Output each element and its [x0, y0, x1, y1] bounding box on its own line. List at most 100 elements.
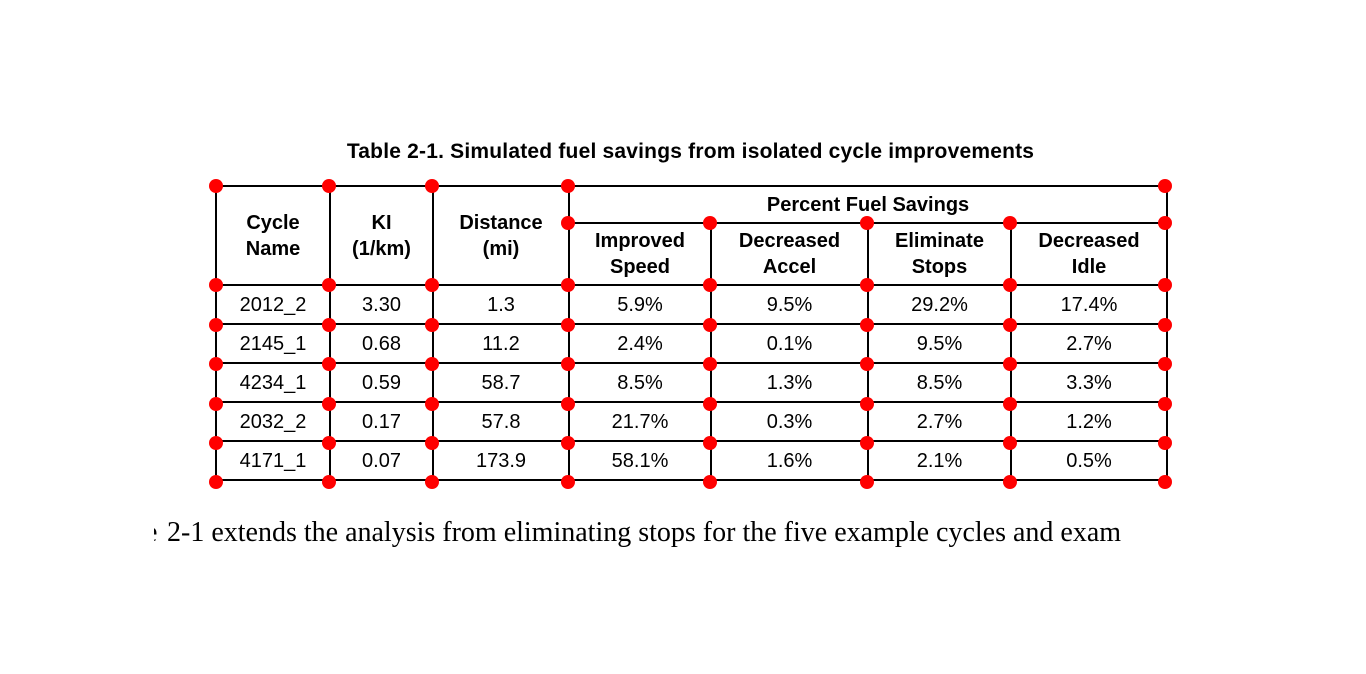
grid-corner-dot — [561, 179, 575, 193]
grid-corner-dot — [860, 475, 874, 489]
grid-corner-dot — [209, 179, 223, 193]
header-improved-speed: Improved Speed — [568, 222, 712, 286]
grid-corner-dot — [860, 436, 874, 450]
table-cell: 0.59 — [329, 362, 434, 403]
table-cell: 8.5% — [867, 362, 1012, 403]
grid-corner-dot — [1003, 397, 1017, 411]
grid-corner-dot — [425, 436, 439, 450]
table-cell: 1.3 — [432, 284, 570, 325]
grid-corner-dot — [561, 357, 575, 371]
grid-corner-dot — [1158, 318, 1172, 332]
table-cell: 9.5% — [710, 284, 869, 325]
grid-corner-dot — [1158, 357, 1172, 371]
grid-corner-dot — [322, 357, 336, 371]
grid-corner-dot — [1158, 397, 1172, 411]
grid-corner-dot — [703, 357, 717, 371]
table-cell: 2.1% — [867, 440, 1012, 481]
table-cell: 1.3% — [710, 362, 869, 403]
grid-corner-dot — [561, 278, 575, 292]
grid-corner-dot — [425, 475, 439, 489]
grid-corner-dot — [703, 475, 717, 489]
grid-corner-dot — [860, 357, 874, 371]
grid-corner-dot — [322, 318, 336, 332]
table-cell: 3.30 — [329, 284, 434, 325]
grid-corner-dot — [322, 436, 336, 450]
table-cell: 0.1% — [710, 323, 869, 364]
grid-corner-dot — [209, 397, 223, 411]
table-cell: 2145_1 — [215, 323, 331, 364]
grid-corner-dot — [860, 278, 874, 292]
table-cell: 11.2 — [432, 323, 570, 364]
grid-corner-dot — [703, 397, 717, 411]
table-cell: 0.17 — [329, 401, 434, 442]
grid-corner-dot — [860, 216, 874, 230]
table-body: 2012_2 3.30 1.3 5.9% 9.5% 29.2% 17.4% 2145_1 0.6… — [215, 284, 1169, 481]
table-cell: 58.7 — [432, 362, 570, 403]
grid-corner-dot — [1158, 278, 1172, 292]
table-cell: 57.8 — [432, 401, 570, 442]
grid-corner-dot — [703, 436, 717, 450]
table-cell: 0.68 — [329, 323, 434, 364]
header-row-group: Cycle Name KI (1/km) Distance (mi) Perce… — [215, 185, 1169, 286]
table-cell: 5.9% — [568, 284, 712, 325]
grid-corner-dot — [209, 318, 223, 332]
grid-corner-dot — [1003, 357, 1017, 371]
grid-corner-dot — [860, 318, 874, 332]
grid-corner-dot — [1158, 436, 1172, 450]
grid-corner-dot — [425, 318, 439, 332]
table-cell: 1.2% — [1009, 401, 1169, 442]
clipped-word-fragment: e — [154, 512, 160, 554]
grid-corner-dot — [322, 475, 336, 489]
header-eliminate-stops: Eliminate Stops — [867, 222, 1012, 286]
table-row: 2032_2 0.17 57.8 21.7% 0.3% 2.7% 1.2% — [215, 401, 1169, 442]
header-decreased-idle: Decreased Idle — [1009, 222, 1169, 286]
table-cell: 9.5% — [867, 323, 1012, 364]
table-cell: 2012_2 — [215, 284, 331, 325]
grid-corner-dot — [209, 436, 223, 450]
grid-corner-dot — [425, 397, 439, 411]
grid-corner-dot — [703, 318, 717, 332]
table-cell: 58.1% — [568, 440, 712, 481]
table-row: 4171_1 0.07 173.9 58.1% 1.6% 2.1% 0.5% — [215, 440, 1169, 481]
grid-corner-dot — [860, 397, 874, 411]
grid-corner-dot — [561, 318, 575, 332]
table-row: 2145_1 0.68 11.2 2.4% 0.1% 9.5% 2.7% — [215, 323, 1169, 364]
table-cell: 1.6% — [710, 440, 869, 481]
table-cell: 3.3% — [1009, 362, 1169, 403]
grid-corner-dot — [209, 357, 223, 371]
grid-corner-dot — [425, 357, 439, 371]
body-paragraph-text: 2-1 extends the analysis from eliminatin… — [167, 517, 1122, 548]
header-distance: Distance (mi) — [432, 185, 570, 286]
header-decreased-accel: Decreased Accel — [710, 222, 869, 286]
header-ki: KI (1/km) — [329, 185, 434, 286]
table-cell: 2.4% — [568, 323, 712, 364]
grid-corner-dot — [703, 278, 717, 292]
table-cell: 8.5% — [568, 362, 712, 403]
table-cell: 21.7% — [568, 401, 712, 442]
table-cell: 2.7% — [1009, 323, 1169, 364]
grid-corner-dot — [561, 475, 575, 489]
table-cell: 2032_2 — [215, 401, 331, 442]
table-cell: 2.7% — [867, 401, 1012, 442]
table-cell: 17.4% — [1009, 284, 1169, 325]
grid-corner-dot — [1158, 179, 1172, 193]
grid-corner-dot — [1003, 436, 1017, 450]
grid-corner-dot — [322, 179, 336, 193]
table-row: 2012_2 3.30 1.3 5.9% 9.5% 29.2% 17.4% — [215, 284, 1169, 325]
grid-corner-dot — [209, 475, 223, 489]
grid-corner-dot — [425, 179, 439, 193]
grid-corner-dot — [322, 278, 336, 292]
grid-corner-dot — [561, 436, 575, 450]
grid-corner-dot — [1003, 278, 1017, 292]
table-caption: Table 2-1. Simulated fuel savings from i… — [346, 140, 1035, 163]
table-cell: 4171_1 — [215, 440, 331, 481]
fuel-savings-table: Cycle Name KI (1/km) Distance (mi) Perce… — [209, 179, 1172, 489]
header-row-sub: Improved Speed Decreased Accel Eliminate… — [216, 222, 1169, 286]
grid-corner-dot — [561, 397, 575, 411]
grid-corner-dot — [1003, 216, 1017, 230]
grid-corner-dot — [1003, 475, 1017, 489]
table-cell: 0.07 — [329, 440, 434, 481]
table-cell: 173.9 — [432, 440, 570, 481]
table-row: 4234_1 0.59 58.7 8.5% 1.3% 8.5% 3.3% — [215, 362, 1169, 403]
table-cell: 4234_1 — [215, 362, 331, 403]
